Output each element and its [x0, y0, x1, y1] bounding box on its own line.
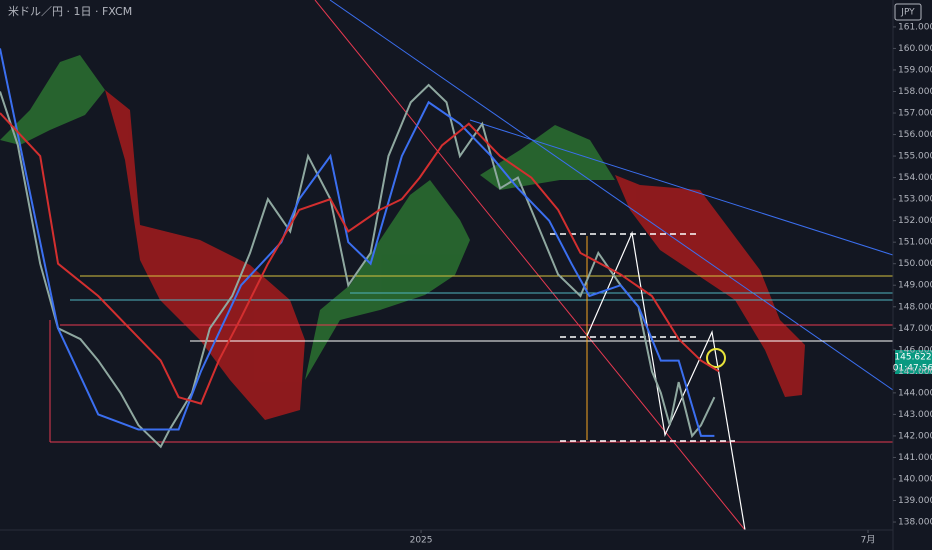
- drawings: [49, 0, 894, 531]
- chart-title: 米ドル／円 · 1日 · FXCM: [8, 5, 132, 18]
- currency-box[interactable]: [894, 3, 922, 21]
- y-tick-label: 138.000: [898, 518, 932, 528]
- x-tick-label: 7月: [861, 535, 876, 546]
- y-tick-label: 156.000: [898, 130, 932, 140]
- y-tick-label: 161.000: [898, 22, 932, 32]
- y-tick-label: 139.000: [898, 496, 932, 506]
- y-tick-label: 152.000: [898, 216, 932, 226]
- series-layer: [0, 48, 720, 449]
- y-tick-label: 158.000: [898, 87, 932, 97]
- y-tick-label: 149.000: [898, 281, 932, 291]
- y-tick-label: 153.000: [898, 195, 932, 205]
- currency[interactable]: JPY: [900, 8, 915, 18]
- y-tick-label: 159.000: [898, 65, 932, 75]
- series-line: [0, 83, 716, 449]
- y-tick-label: 144.000: [898, 388, 932, 398]
- y-tick-label: 140.000: [898, 474, 932, 484]
- y-tick-label: 160.000: [898, 44, 932, 54]
- series-line: [0, 112, 720, 405]
- y-tick-label: 142.000: [898, 431, 932, 441]
- series-line: [0, 48, 715, 437]
- y-tick-label: 148.000: [898, 302, 932, 312]
- y-tick-label: 146.000: [898, 345, 932, 355]
- last-price: 145.622: [894, 353, 931, 363]
- y-tick-label: 154.000: [898, 173, 932, 183]
- x-tick-label: 2025: [410, 536, 433, 546]
- y-tick-label: 157.000: [898, 109, 932, 119]
- y-tick-label: 141.000: [898, 453, 932, 463]
- y-tick-label: 150.000: [898, 259, 932, 269]
- y-tick-label: 143.000: [898, 410, 932, 420]
- y-tick-label: 145.000: [898, 367, 932, 377]
- y-tick-label: 151.000: [898, 238, 932, 248]
- price-tag: [895, 350, 932, 374]
- countdown: 01:47:56: [893, 364, 932, 374]
- y-tick-label: 147.000: [898, 324, 932, 334]
- y-tick-label: 155.000: [898, 152, 932, 162]
